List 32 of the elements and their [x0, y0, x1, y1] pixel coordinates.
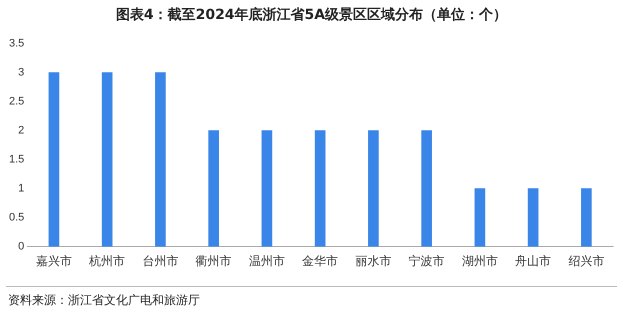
bar: [102, 72, 112, 247]
x-tick-label: 丽水市: [355, 254, 392, 268]
bar: [528, 188, 538, 247]
y-tick-label: 0.5: [8, 212, 24, 224]
x-tick-label: 宁波市: [408, 254, 445, 268]
y-tick-label: 3.5: [8, 38, 24, 50]
x-tick-label: 衢州市: [196, 254, 232, 268]
x-tick-label: 温州市: [248, 254, 285, 268]
bar: [48, 72, 60, 247]
y-tick-label: 3: [18, 66, 24, 79]
text: 资料来源：浙江省文化广电和旅游厅: [8, 292, 200, 309]
y-tick-label: 1.5: [8, 154, 24, 166]
x-tick-label: 湖州市: [462, 254, 498, 268]
x-tick-label: 嘉兴市: [36, 254, 72, 268]
x-tick-label: 杭州市: [88, 254, 126, 268]
bar: [421, 130, 432, 247]
chart-title: 图表4：截至2024年底浙江省5A级景区区域分布（单位：个）: [114, 6, 508, 24]
bar: [581, 188, 592, 247]
bar: [155, 72, 166, 247]
bar: [208, 130, 219, 247]
y-tick-label: 2: [18, 124, 24, 137]
bar: [368, 130, 379, 247]
bar: [474, 188, 486, 247]
y-tick-label: 1: [18, 182, 24, 195]
x-tick-label: 舟山市: [515, 254, 552, 268]
bar: [314, 130, 326, 247]
x-tick-label: 金华市: [302, 254, 338, 268]
x-tick-label: 台州市: [142, 254, 178, 268]
y-tick-label: 2.5: [8, 96, 24, 108]
y-tick-label: 0: [18, 240, 24, 253]
bar: [262, 130, 272, 247]
x-tick-label: 绍兴市: [568, 254, 604, 268]
